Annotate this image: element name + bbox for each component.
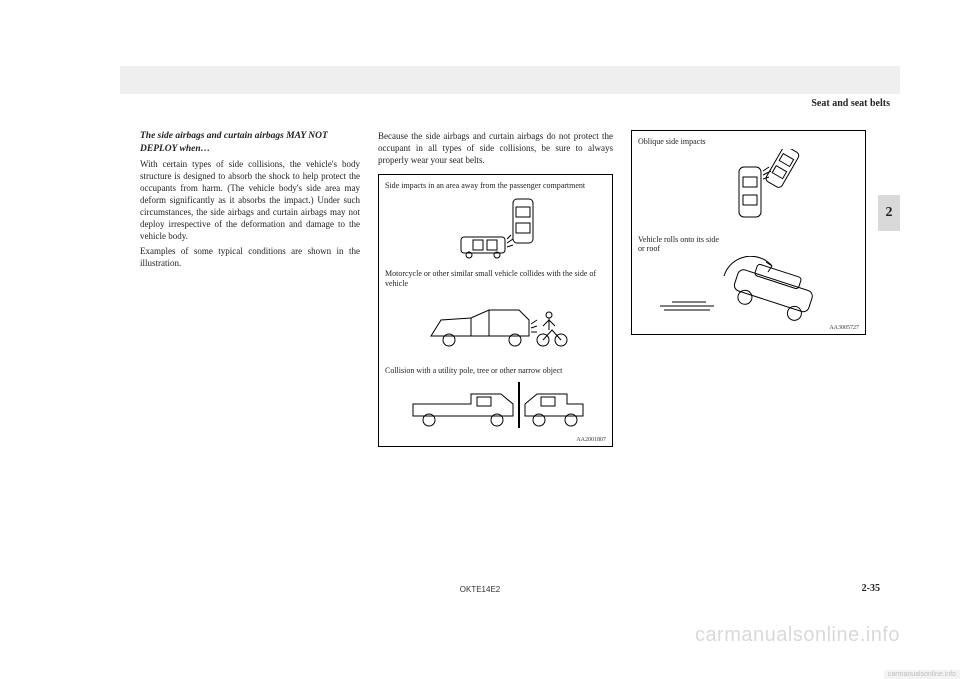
- figure-illustration-oblique: [638, 149, 859, 229]
- doc-code: OKTE14E2: [460, 585, 500, 594]
- figure-id-2: AA3005727: [638, 325, 859, 332]
- figure-illustration-motorcycle: [385, 290, 606, 360]
- figure-caption-roll-line2: or roof: [638, 244, 660, 253]
- source-line: carmanualsonline.info: [884, 670, 960, 679]
- page-number: 2-35: [862, 583, 880, 594]
- page-columns: The side airbags and curtain airbags MAY…: [140, 130, 880, 447]
- subheading-line2: DEPLOY when…: [140, 144, 210, 154]
- lead-paragraph: Because the side airbags and curtain air…: [378, 130, 613, 166]
- column-3: Oblique side impacts: [631, 130, 866, 447]
- column-1: The side airbags and curtain airbags MAY…: [140, 130, 360, 447]
- header-grey-bar: [120, 66, 900, 94]
- watermark: carmanualsonline.info: [695, 624, 900, 647]
- chapter-tab: 2: [878, 195, 900, 231]
- figure-id-1: AA2001807: [385, 437, 606, 444]
- figure-illustration-rollover: [638, 256, 859, 321]
- subheading: The side airbags and curtain airbags MAY…: [140, 130, 360, 156]
- figure-caption-3: Collision with a utility pole, tree or o…: [385, 366, 606, 376]
- figure-box-oblique: Oblique side impacts: [631, 130, 866, 335]
- paragraph-2: Examples of some typical conditions are …: [140, 245, 360, 269]
- chapter-number: 2: [886, 205, 893, 221]
- subheading-line1: The side airbags and curtain airbags MAY…: [140, 131, 328, 141]
- figure-caption-roll-line1: Vehicle rolls onto its side: [638, 235, 719, 244]
- figure-caption-1: Side impacts in an area away from the pa…: [385, 181, 606, 191]
- column-2: Because the side airbags and curtain air…: [378, 130, 613, 447]
- figure-illustration-pole: [385, 378, 606, 433]
- figure-caption-oblique: Oblique side impacts: [638, 137, 859, 147]
- section-title: Seat and seat belts: [811, 98, 890, 109]
- figure-caption-2: Motorcycle or other similar small vehicl…: [385, 269, 606, 288]
- figure-illustration-side-impact: [385, 193, 606, 263]
- paragraph-1: With certain types of side collisions, t…: [140, 158, 360, 243]
- figure-caption-roll: Vehicle rolls onto its side or roof: [638, 235, 859, 254]
- figure-box-collisions: Side impacts in an area away from the pa…: [378, 174, 613, 447]
